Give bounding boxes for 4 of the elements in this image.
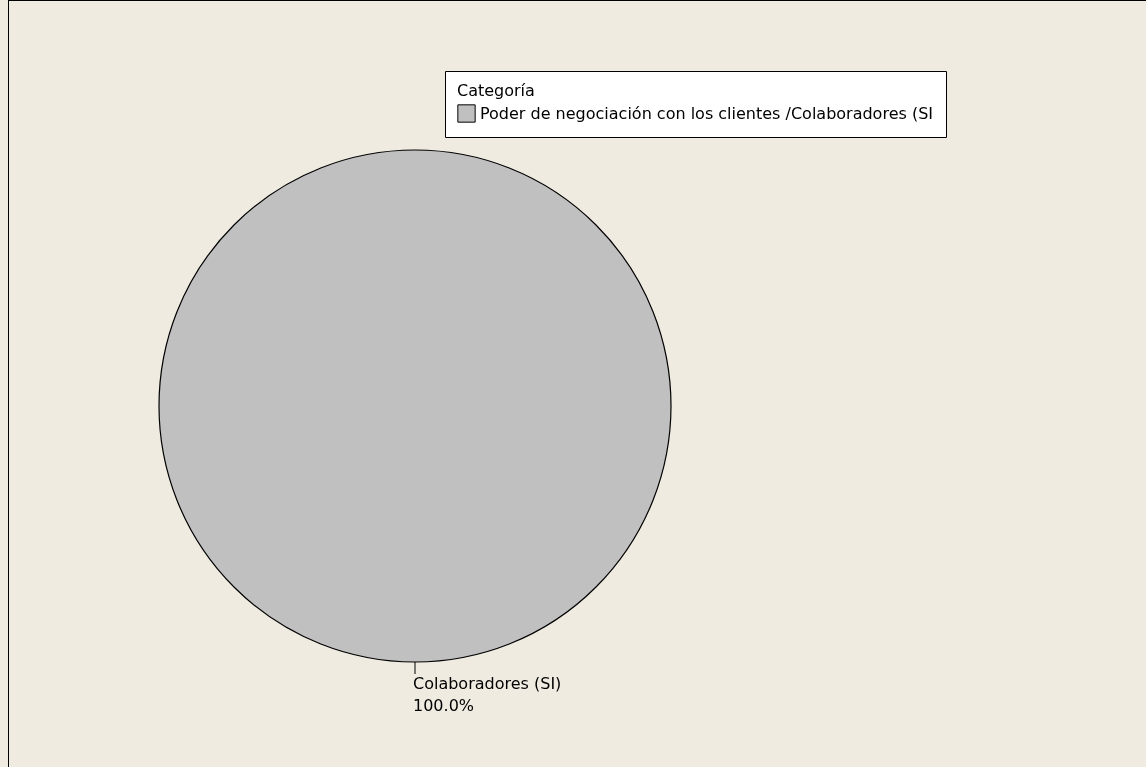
legend-label: Poder de negociación con los clientes /Colaboradores (SI	[480, 103, 934, 123]
text: Colaboradores (SI)	[413, 674, 562, 693]
legend-title: Categoría	[457, 81, 535, 100]
data-label: 100.0%	[413, 696, 475, 715]
